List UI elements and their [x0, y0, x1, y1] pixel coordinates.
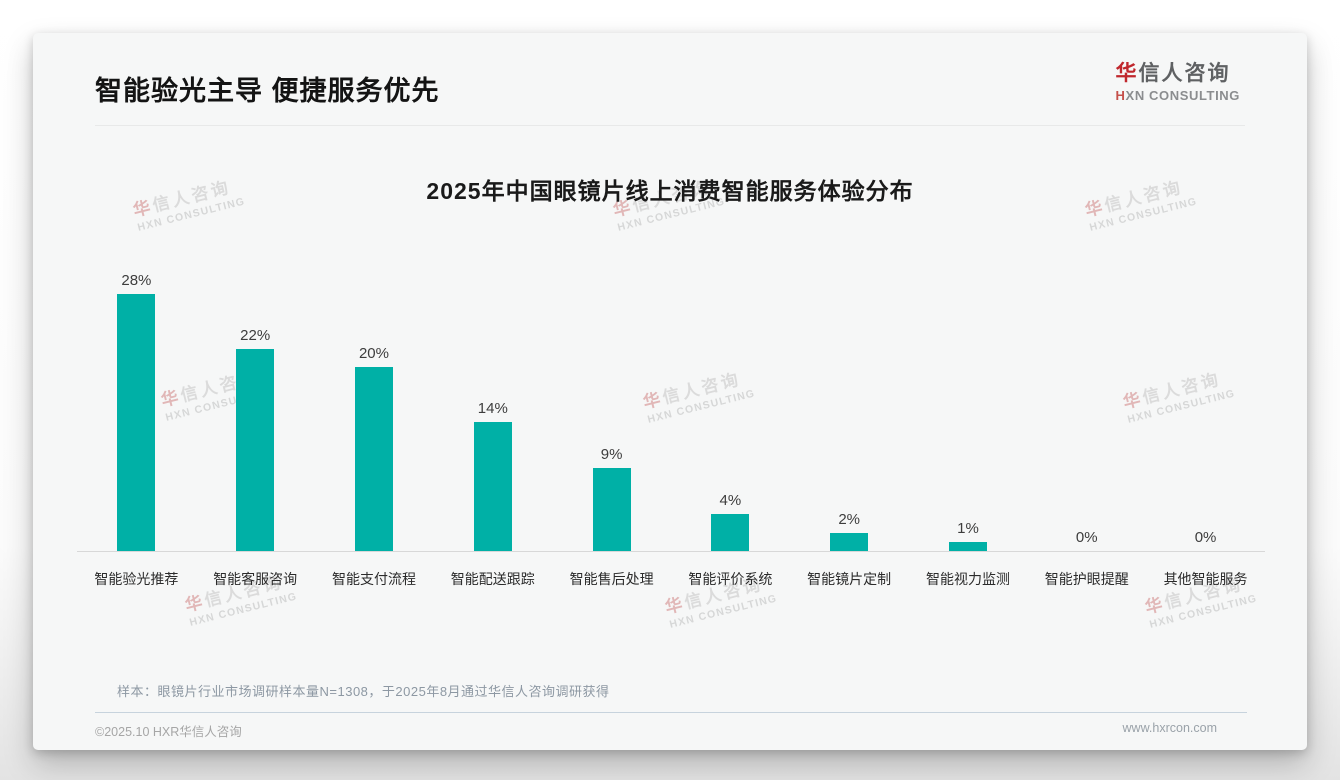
bar-value-label: 14% — [477, 400, 508, 417]
bar-column: 20% — [315, 345, 434, 551]
category-label: 智能配送跟踪 — [450, 571, 535, 587]
bar — [711, 514, 750, 551]
page-title: 智能验光主导 便捷服务优先 — [95, 76, 440, 106]
bar-value-label: 0% — [1075, 529, 1098, 546]
footer: ©2025.10 HXR华信人咨询 www.hxrcon.com — [95, 721, 1247, 740]
category-label: 智能售后处理 — [569, 571, 654, 587]
bar-value-label: 9% — [600, 446, 623, 463]
bar-column: 1% — [909, 520, 1028, 551]
category-label: 智能支付流程 — [331, 571, 416, 587]
bar-column: 9% — [552, 446, 671, 551]
bar — [473, 422, 512, 551]
bar-chart: 28% 22% 20% 14% 9% 4% 2% 1% 0% 0% 智能验光推荐 智能客服咨询 智能支… — [77, 262, 1265, 589]
category-label: 其他智能服务 — [1163, 571, 1248, 587]
bar-value-label: 1% — [957, 520, 979, 537]
bar — [592, 468, 631, 551]
category-label: 智能镜片定制 — [807, 571, 892, 587]
bar-value-label: 4% — [719, 492, 742, 509]
logo-chinese-text: 华信人咨询 — [1115, 62, 1231, 85]
bar — [354, 367, 393, 551]
bar — [236, 349, 275, 551]
header-divider — [95, 125, 1245, 126]
bar-column: 22% — [196, 327, 315, 551]
logo-english-text: HXN CONSULTING — [1115, 88, 1240, 103]
footer-divider — [95, 712, 1247, 713]
bar-value-label: 20% — [358, 345, 389, 362]
report-card: 华信人咨询 HXN CONSULTING 华信人咨询 HXN CONSULTING 华信… — [33, 33, 1307, 750]
category-label: 智能客服咨询 — [213, 571, 298, 587]
company-logo: 华信人咨询 HXN CONSULTING — [1116, 57, 1240, 103]
bar-value-label: 28% — [121, 272, 152, 289]
bar-column: 0% — [1146, 529, 1265, 551]
sample-note: 样本：眼镜片行业市场调研样本量N=1308，于2025年8月通过华信人咨询调研获… — [117, 684, 610, 699]
bar-column: 0% — [1027, 529, 1146, 551]
chart-plot-area: 28% 22% 20% 14% 9% 4% 2% 1% 0% 0% — [77, 262, 1265, 552]
chart-category-axis: 智能验光推荐 智能客服咨询 智能支付流程 智能配送跟踪 智能售后处理 智能评价系统 智能镜片… — [77, 552, 1265, 589]
bar-column: 2% — [790, 511, 909, 551]
bar-column: 28% — [77, 272, 196, 551]
category-label: 智能视力监测 — [925, 571, 1010, 587]
copyright-text: ©2025.10 HXR华信人咨询 — [95, 725, 242, 739]
bar — [948, 542, 987, 551]
bar-column: 14% — [433, 400, 552, 551]
website-url: www.hxrcon.com — [1122, 721, 1217, 735]
bar-value-label: 0% — [1194, 529, 1217, 546]
bar — [830, 533, 869, 551]
category-label: 智能验光推荐 — [94, 571, 179, 587]
category-label: 智能评价系统 — [688, 571, 773, 587]
bar — [117, 294, 156, 551]
bar-value-label: 2% — [838, 511, 861, 528]
chart-title: 2025年中国眼镜片线上消费智能服务体验分布 — [426, 178, 914, 204]
bar-column: 4% — [671, 492, 790, 551]
bar-value-label: 22% — [240, 327, 271, 344]
category-label: 智能护眼提醒 — [1044, 571, 1129, 587]
